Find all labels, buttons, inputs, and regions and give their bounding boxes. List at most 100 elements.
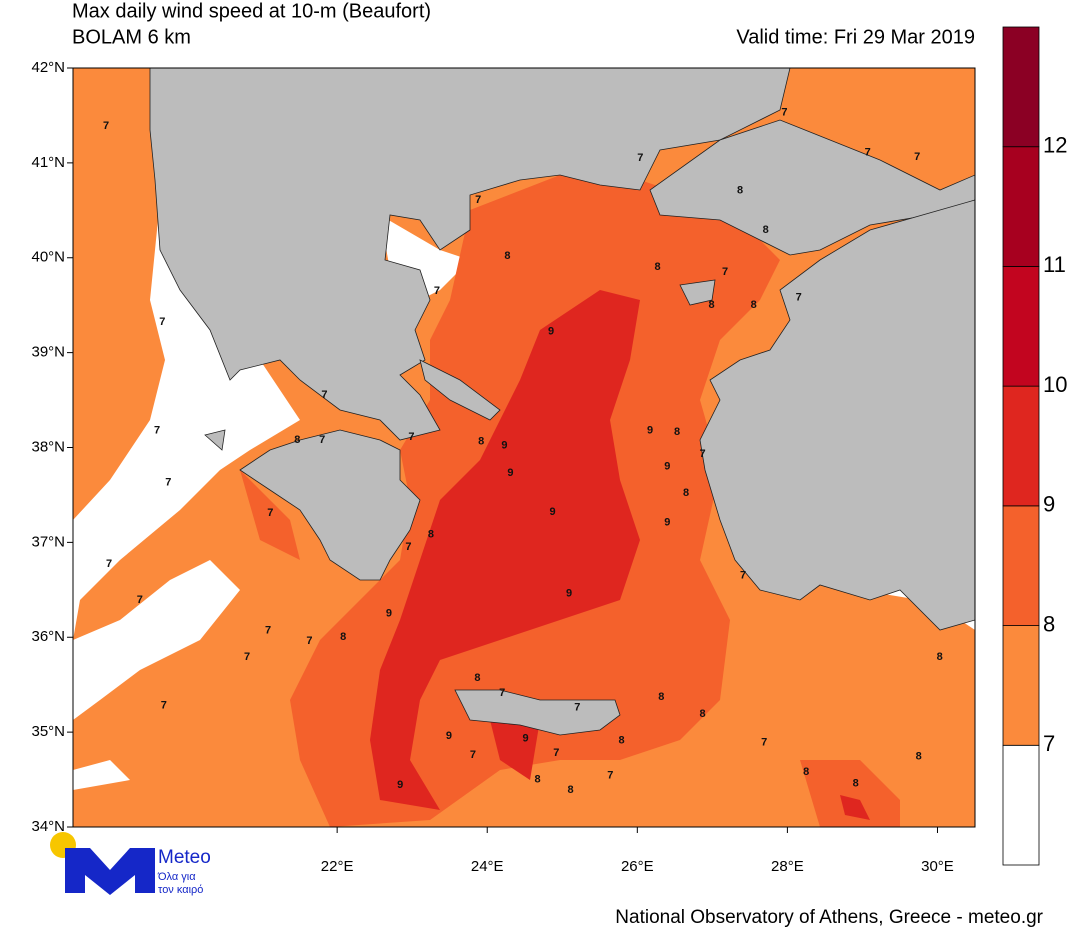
title: Max daily wind speed at 10-m (Beaufort)	[72, 0, 431, 22]
colorbar-bin	[1002, 26, 1040, 148]
lat-tick-label: 42°N	[31, 59, 65, 76]
lat-tick-label: 41°N	[31, 154, 65, 171]
contour-label: 9	[566, 588, 572, 600]
lat-tick-label: 38°N	[31, 438, 65, 455]
contour-label: 7	[740, 569, 746, 581]
contour-label: 7	[700, 448, 706, 460]
colorbar-bin	[1002, 146, 1040, 267]
contour-label: 8	[937, 651, 943, 663]
contour-label: 8	[853, 777, 859, 789]
lat-tick-label: 40°N	[31, 249, 65, 266]
contour-label: 9	[397, 779, 403, 791]
contour-label: 8	[803, 766, 809, 778]
contour-label: 9	[549, 506, 555, 518]
footer: National Observatory of Athens, Greece -…	[615, 907, 1043, 928]
contour-label: 7	[103, 120, 109, 132]
valid-time: Valid time: Fri 29 Mar 2019	[736, 26, 975, 48]
contour-label: 8	[683, 487, 689, 499]
contour-label: 8	[700, 708, 706, 720]
logo-mark	[65, 848, 155, 895]
contour-label: 7	[499, 687, 505, 699]
lon-tick-label: 26°E	[621, 858, 654, 875]
contour-label: 8	[709, 299, 715, 311]
contour-label: 7	[106, 558, 112, 570]
contour-label: 8	[751, 299, 757, 311]
contour-label: 7	[607, 770, 613, 782]
contour-label: 7	[405, 541, 411, 553]
contour-label: 9	[386, 607, 392, 619]
contour-label: 7	[796, 292, 802, 304]
contour-label: 8	[655, 261, 661, 273]
colorbar-bin	[1002, 385, 1040, 507]
colorbar-label: 11	[1043, 252, 1066, 277]
contour-label: 8	[916, 751, 922, 763]
contour-label: 7	[265, 625, 271, 637]
contour-label: 9	[501, 440, 507, 452]
contour-label: 7	[306, 635, 312, 647]
lon-tick-label: 22°E	[321, 858, 354, 875]
contour-label: 7	[553, 747, 559, 759]
contour-label: 7	[161, 699, 167, 711]
contour-label: 7	[165, 477, 171, 489]
logo-name: Meteo	[158, 847, 211, 868]
contour-label: 8	[567, 784, 573, 796]
contour-label: 9	[522, 733, 528, 745]
colorbar-label: 12	[1043, 133, 1067, 158]
contour-label: 7	[321, 389, 327, 401]
contour-label: 7	[154, 424, 160, 436]
map-field	[73, 68, 975, 827]
contour-label: 7	[865, 146, 871, 158]
lat-tick-label: 34°N	[31, 818, 65, 835]
contour-label: 8	[618, 735, 624, 747]
contour-label: 7	[761, 736, 767, 748]
contour-label: 9	[548, 326, 554, 338]
contour-label: 9	[664, 516, 670, 528]
contour-label: 8	[428, 529, 434, 541]
model: BOLAM 6 km	[72, 26, 191, 48]
lon-tick-label: 30°E	[921, 858, 954, 875]
contour-label: 8	[340, 631, 346, 643]
lat-tick-label: 36°N	[31, 628, 65, 645]
logo-tagline: Όλα για	[157, 871, 196, 883]
contour-label: 7	[319, 434, 325, 446]
contour-label: 7	[574, 701, 580, 713]
contour-label: 9	[647, 424, 653, 436]
contour-label: 8	[658, 691, 664, 703]
lon-tick-label: 24°E	[471, 858, 504, 875]
contour-label: 9	[507, 467, 513, 479]
contour-label: 7	[159, 316, 165, 328]
lat-tick-label: 39°N	[31, 344, 65, 361]
colorbar-label: 9	[1043, 492, 1055, 517]
contour-label: 8	[474, 672, 480, 684]
contour-label: 8	[534, 773, 540, 785]
colorbar-bin	[1002, 625, 1040, 746]
contour-label: 7	[781, 106, 787, 118]
colorbar-label: 8	[1043, 611, 1055, 636]
colorbar-label: 10	[1043, 372, 1067, 397]
lat-tick-label: 37°N	[31, 533, 65, 550]
contour-label: 7	[637, 152, 643, 164]
colorbar-bin	[1002, 744, 1040, 866]
contour-label: 7	[470, 749, 476, 761]
contour-label: 9	[664, 460, 670, 472]
contour-label: 7	[137, 594, 143, 606]
contour-label: 9	[446, 730, 452, 742]
lon-tick-label: 28°E	[771, 858, 804, 875]
colorbar-bin	[1002, 505, 1040, 626]
contour-label: 8	[504, 250, 510, 262]
contour-label: 7	[244, 651, 250, 663]
contour-label: 8	[737, 184, 743, 196]
colorbar-bin	[1002, 266, 1040, 387]
contour-label: 7	[267, 507, 273, 519]
contour-label: 7	[475, 194, 481, 206]
logo-tagline: τον καιρό	[158, 884, 203, 896]
contour-label: 7	[914, 151, 920, 163]
contour-label: 8	[478, 436, 484, 448]
contour-label: 7	[434, 285, 440, 297]
lat-tick-label: 35°N	[31, 723, 65, 740]
contour-label: 8	[674, 426, 680, 438]
contour-label: 8	[294, 434, 300, 446]
contour-label: 8	[763, 224, 769, 236]
contour-label: 7	[408, 431, 414, 443]
